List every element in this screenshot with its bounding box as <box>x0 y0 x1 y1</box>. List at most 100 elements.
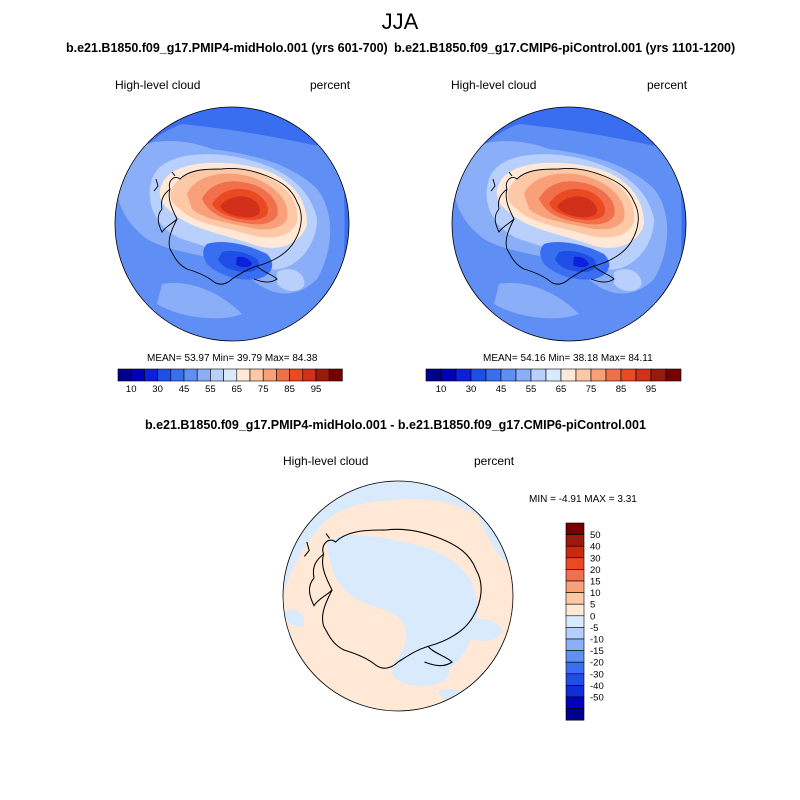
colorbar-tick-label: 30 <box>152 384 163 395</box>
colorbar-tick-label: 65 <box>232 384 243 395</box>
colorbar-box-15 <box>650 368 667 382</box>
colorbar-box-4 <box>565 569 585 582</box>
colorbar-box-8 <box>223 368 238 382</box>
colorbar-box-0 <box>117 368 132 382</box>
colorbar-box-8 <box>565 615 585 628</box>
colorbar-box-10 <box>575 368 592 382</box>
colorbar-tick-label: 10 <box>436 384 447 395</box>
colorbar-box-15 <box>565 696 585 709</box>
panel1-stats: MEAN= 53.97 Min= 39.79 Max= 84.38 <box>147 353 318 364</box>
colorbar-box-16 <box>665 368 682 382</box>
colorbar-tick-label: -5 <box>590 623 598 634</box>
panel2-stats: MEAN= 54.16 Min= 38.18 Max= 84.11 <box>483 353 653 364</box>
colorbar-tick-label: -10 <box>590 635 604 646</box>
colorbar-tick-label: 75 <box>258 384 269 395</box>
colorbar-tick-label: 45 <box>496 384 507 395</box>
colorbar-box-7 <box>565 603 585 617</box>
colorbar-tick-label: 20 <box>590 565 601 576</box>
colorbar-tick-label: 55 <box>526 384 537 395</box>
colorbar-box-5 <box>183 368 198 382</box>
colorbar-tick-label: -20 <box>590 658 604 669</box>
colorbar-box-16 <box>565 708 585 721</box>
colorbar-box-14 <box>635 368 652 382</box>
colorbar-box-9 <box>560 368 577 382</box>
colorbar-box-3 <box>565 557 585 570</box>
colorbar-box-12 <box>276 368 290 382</box>
colorbar-box-11 <box>565 650 585 663</box>
colorbar-box-12 <box>605 368 622 382</box>
colorbar-box-3 <box>157 368 172 382</box>
colorbar-box-10 <box>565 638 585 651</box>
colorbar-box-2 <box>565 545 585 559</box>
panel2-map <box>452 107 686 341</box>
colorbar-box-13 <box>620 368 637 382</box>
colorbar-box-9 <box>236 368 251 382</box>
colorbar-box-4 <box>485 368 502 382</box>
colorbar-box-0 <box>425 368 442 382</box>
colorbar-tick-label: -40 <box>590 681 604 692</box>
colorbar-box-14 <box>302 368 317 382</box>
colorbar-tick-label: -50 <box>590 693 604 704</box>
colorbar-tick-label: 10 <box>590 588 601 599</box>
colorbar-tick-label: -30 <box>590 669 604 680</box>
panel1-units-label: percent <box>310 78 351 92</box>
panel3-map <box>283 481 513 711</box>
panel2-units-label: percent <box>647 78 688 92</box>
panel2-map-border <box>451 106 687 342</box>
colorbar-tick-label: 30 <box>466 384 477 395</box>
colorbar-box-1 <box>565 534 585 547</box>
panel2-colorbar: 10 30 45 55 65 75 85 95 <box>425 368 682 395</box>
colorbar-box-6 <box>515 368 532 382</box>
colorbar-tick-label: 45 <box>179 384 190 395</box>
colorbar-tick-label: 40 <box>590 542 601 553</box>
colorbar-box-14 <box>565 685 585 698</box>
colorbar-box-10 <box>249 368 264 382</box>
colorbar-box-1 <box>130 368 145 382</box>
colorbar-box-11 <box>262 368 277 382</box>
panel1-variable-label: High-level cloud <box>115 78 201 92</box>
colorbar-tick-label: 15 <box>590 577 601 588</box>
colorbar-box-0 <box>565 522 585 535</box>
colorbar-box-2 <box>144 368 158 382</box>
panel1-map-border <box>114 106 350 342</box>
panel1-colorbar: 10 30 45 55 65 75 85 95 <box>117 368 343 395</box>
colorbar-tick-label: 30 <box>590 553 601 564</box>
panel3-map-border <box>282 480 514 712</box>
colorbar-box-16 <box>328 368 343 382</box>
colorbar-tick-label: 95 <box>311 384 322 395</box>
colorbar-box-11 <box>590 368 607 382</box>
colorbar-tick-label: 65 <box>556 384 567 395</box>
colorbar-box-13 <box>289 368 304 382</box>
colorbar-box-9 <box>565 627 585 640</box>
colorbar-box-8 <box>545 368 562 382</box>
colorbar-tick-label: -15 <box>590 646 604 657</box>
panel2-title: b.e21.B1850.f09_g17.CMIP6-piControl.001 … <box>394 41 736 55</box>
colorbar-box-12 <box>565 661 585 675</box>
colorbar-box-5 <box>500 368 517 382</box>
panel3-stats: MIN = -4.91 MAX = 3.31 <box>529 494 637 505</box>
colorbar-box-15 <box>315 368 330 382</box>
colorbar-box-13 <box>565 673 585 686</box>
colorbar-box-4 <box>170 368 185 382</box>
colorbar-box-3 <box>470 368 487 382</box>
colorbar-tick-label: 85 <box>616 384 627 395</box>
panel3-variable-label: High-level cloud <box>283 454 369 468</box>
colorbar-tick-label: 10 <box>126 384 137 395</box>
colorbar-tick-label: 50 <box>590 530 601 541</box>
panel3-title: b.e21.B1850.f09_g17.PMIP4-midHolo.001 - … <box>145 418 646 432</box>
figure-title: JJA <box>381 9 419 34</box>
colorbar-tick-label: 55 <box>205 384 216 395</box>
panel1-title: b.e21.B1850.f09_g17.PMIP4-midHolo.001 (y… <box>66 41 388 55</box>
panel1-map <box>115 107 349 341</box>
panel3-units-label: percent <box>474 454 515 468</box>
colorbar-box-6 <box>565 592 585 605</box>
colorbar-box-7 <box>210 368 224 382</box>
colorbar-box-1 <box>440 368 457 382</box>
colorbar-box-6 <box>196 368 211 382</box>
colorbar-box-7 <box>530 368 547 382</box>
colorbar-box-2 <box>455 368 472 382</box>
colorbar-tick-label: 95 <box>646 384 657 395</box>
colorbar-tick-label: 0 <box>590 611 595 622</box>
